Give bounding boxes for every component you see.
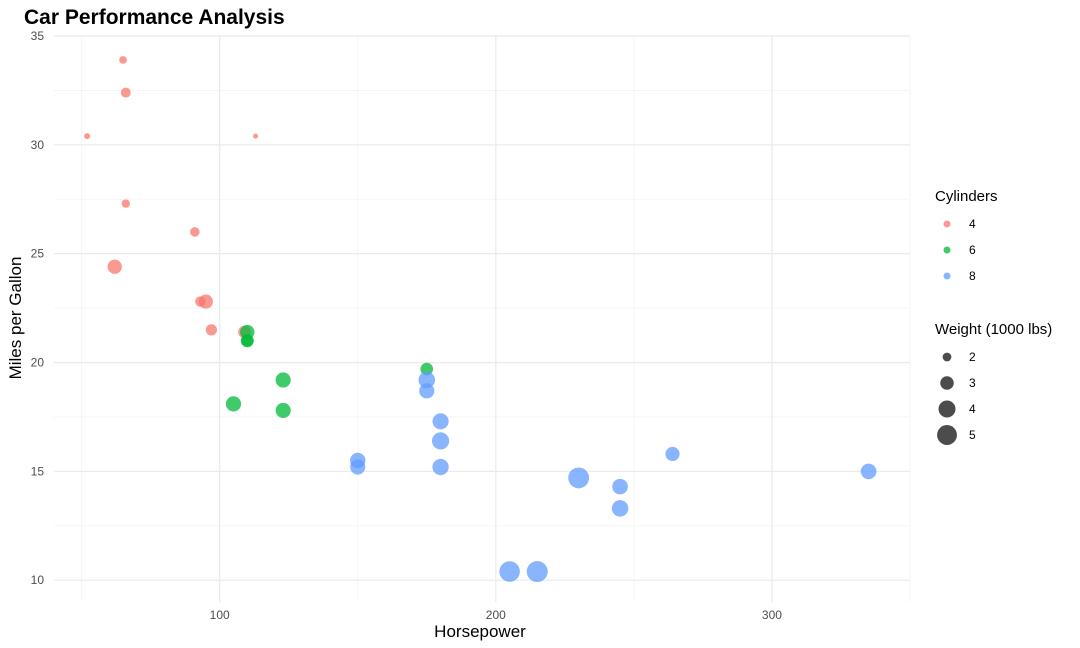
legend-key-weight-3 (940, 376, 954, 390)
legend-key-weight-5 (937, 425, 957, 445)
data-point-cyl-4 (119, 56, 127, 64)
legend-label-cyl-8: 8 (969, 269, 976, 283)
x-tick-label: 100 (210, 608, 230, 622)
data-point-cyl-4 (121, 199, 130, 208)
data-point-cyl-8 (526, 561, 548, 583)
data-point-cyl-8 (432, 458, 449, 476)
data-point-cyl-8 (431, 432, 450, 450)
data-points (84, 56, 877, 583)
weight-legend-title: Weight (1000 lbs) (935, 321, 1052, 338)
weight-legend: Weight (1000 lbs) 2 3 4 5 (935, 321, 1052, 445)
data-point-cyl-4 (205, 324, 218, 336)
legend-label-weight-4: 4 (969, 402, 976, 416)
legend-label-cyl-6: 6 (969, 243, 976, 257)
data-point-cyl-8 (499, 561, 520, 582)
legend-key-cyl-4 (943, 220, 951, 228)
cylinders-legend-title: Cylinders (935, 188, 998, 205)
y-tick-label: 10 (31, 573, 45, 587)
data-point-cyl-4 (198, 294, 213, 309)
data-point-cyl-6 (275, 402, 291, 419)
data-point-cyl-8 (611, 500, 629, 517)
y-tick-label: 20 (31, 356, 45, 370)
y-tick-label: 15 (31, 464, 45, 478)
x-axis-label: Horsepower (434, 622, 526, 641)
data-point-cyl-8 (612, 478, 628, 495)
data-point-cyl-4 (84, 133, 91, 140)
x-axis-ticks: 100 200 300 (210, 608, 783, 622)
data-point-cyl-8 (665, 446, 680, 462)
legend-label-weight-2: 2 (969, 350, 976, 364)
cylinders-legend: Cylinders 4 6 8 (935, 188, 998, 283)
y-tick-label: 30 (31, 138, 45, 152)
legend-key-cyl-8 (943, 272, 951, 280)
legend-label-weight-5: 5 (969, 428, 976, 442)
y-axis-ticks: 10 15 20 25 30 35 (31, 29, 45, 587)
legend-key-cyl-6 (943, 246, 951, 254)
x-tick-label: 300 (762, 608, 782, 622)
data-point-cyl-8 (350, 459, 366, 475)
data-point-cyl-8 (418, 371, 436, 389)
x-tick-label: 200 (486, 608, 506, 622)
data-point-cyl-8 (860, 463, 877, 480)
y-axis-label: Miles per Gallon (6, 257, 25, 380)
legend-label-weight-3: 3 (969, 376, 976, 390)
legend-label-cyl-4: 4 (969, 217, 976, 231)
legend-key-weight-2 (942, 352, 952, 362)
legend-key-weight-4 (938, 400, 956, 418)
data-point-cyl-8 (432, 413, 449, 430)
y-tick-label: 25 (31, 247, 45, 261)
data-point-cyl-4 (107, 259, 122, 274)
grid (54, 35, 911, 602)
data-point-cyl-6 (240, 324, 255, 340)
data-point-cyl-4 (120, 87, 131, 98)
y-tick-label: 35 (31, 29, 45, 43)
data-point-cyl-6 (225, 396, 242, 412)
data-point-cyl-6 (420, 362, 434, 376)
data-point-cyl-4 (190, 227, 200, 237)
data-point-cyl-6 (275, 372, 291, 388)
chart-title: Car Performance Analysis (24, 6, 285, 29)
data-point-cyl-4 (253, 133, 259, 139)
data-point-cyl-8 (568, 467, 590, 489)
